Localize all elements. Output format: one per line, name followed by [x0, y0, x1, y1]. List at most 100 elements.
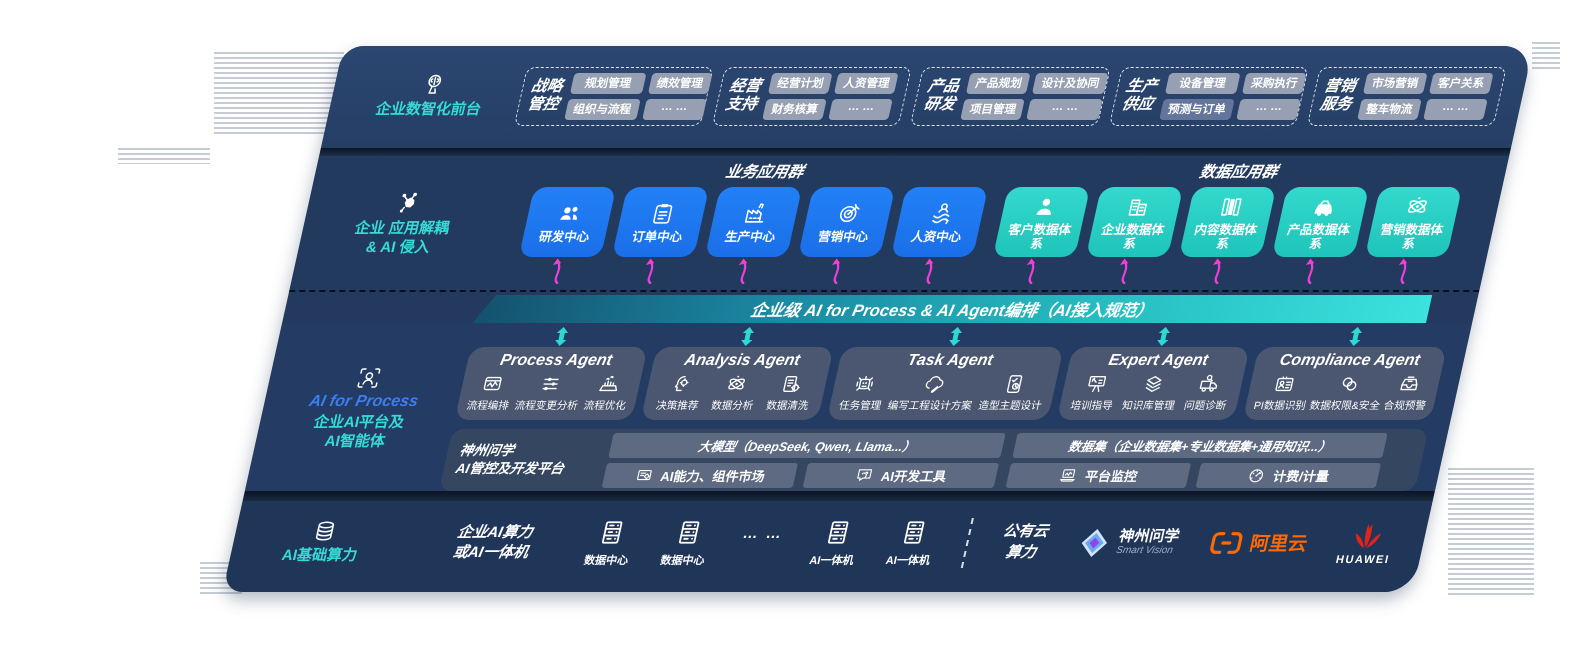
agent-card: Task Agent 任务管理 编写工程设计方案 造型主题设计	[826, 347, 1064, 420]
orchestration-bar: 企业级 AI for Process & AI Agent编排（AI接入规范）	[472, 295, 1432, 323]
platform-tool-label: 平台监控	[1083, 468, 1139, 484]
aliyun-logo	[1207, 527, 1246, 559]
front-group-chips: 经营计划 人资管理 财务核算… …	[762, 72, 899, 120]
gauge-icon	[1246, 466, 1268, 484]
doc-gear-icon	[779, 373, 806, 395]
app-box-label: 客户数据体系	[1007, 222, 1073, 251]
architecture-panel: 企业数智化前台 战略 管控 规划管理 绩效管理 组织与流程… … 经营 支持 经营计划 人资管理…	[222, 46, 1534, 592]
agent-item-label: 编写工程设计方案	[886, 400, 974, 412]
business-app-group: 业务应用群 研发中心 订单中心 生产中心 营销中心 人资中心	[511, 158, 994, 290]
front-group-title-line: 研发	[922, 96, 957, 113]
agent-layer-content: Process Agent 流程编排 流程变更分析 流程优化 Analysis Agen…	[438, 327, 1451, 491]
inbox-alert-icon	[1396, 373, 1423, 395]
agent-item-label: 流程编排	[465, 400, 511, 412]
front-chip: 规划管理	[570, 72, 647, 94]
compute-layer-band: AI基础算力 企业AI算力 或AI一体机 数据中心 数据中心 … … AI一体机 AI一…	[222, 501, 1433, 592]
dashed-separator	[288, 290, 1480, 292]
front-group-title-line: 生产	[1124, 78, 1160, 96]
compute-node-label: 数据中心	[582, 554, 630, 567]
agent-title: Analysis Agent	[682, 352, 802, 369]
flow-arrow-icon	[731, 258, 754, 284]
flow-arrow-icon	[1205, 258, 1228, 284]
data-group-title: 数据应用群	[1197, 164, 1280, 181]
dataset-tools: 平台监控 计费/计量	[1005, 462, 1382, 488]
agent-item-label: 合规预警	[1382, 400, 1428, 412]
double-arrow-icon	[738, 327, 757, 346]
front-chip: 采购执行	[1242, 72, 1307, 94]
orchestration-bar-label: 企业级 AI for Process & AI Agent编排（AI接入规范）	[748, 302, 1155, 320]
app-box: 营销数据体系	[1364, 187, 1463, 257]
server-icon	[595, 518, 630, 547]
agent-item-label: 任务管理	[837, 400, 883, 412]
front-layer-title: 企业数智化前台	[374, 101, 483, 119]
orchestration-bar-row: 企业级 AI for Process & AI Agent编排（AI接入规范）	[282, 295, 1478, 323]
front-group-chips: 市场营销 客户关系 整车物流… …	[1357, 72, 1494, 120]
front-chip: … …	[1236, 98, 1302, 120]
front-group-title-line: 管控	[525, 96, 561, 113]
server-icon	[896, 518, 931, 547]
flow-arrow-icon	[824, 258, 847, 284]
monitor-chart-icon	[1057, 466, 1079, 484]
flow-arrow-icon	[1112, 258, 1135, 284]
front-group-title: 生产 供应	[1120, 78, 1159, 114]
smartvision-logo-block: 神州问学 Smart Vision	[1074, 527, 1181, 559]
compute-node-label: AI一体机	[808, 554, 855, 567]
business-boxes: 研发中心 订单中心 生产中心 营销中心 人资中心	[513, 187, 989, 284]
person-scan-icon	[354, 366, 383, 390]
layers-icon	[1140, 373, 1167, 395]
app-box: 产品数据体系	[1271, 187, 1370, 257]
people-flow-icon	[926, 201, 957, 226]
platform-tool: AI开发工具	[802, 462, 1000, 488]
agent-item: 合规预警	[1382, 373, 1433, 413]
flow-arrow-icon	[638, 258, 661, 284]
flow-arrow-icon	[1391, 258, 1414, 284]
app-box: 内容数据体系	[1178, 187, 1277, 257]
model-tools: AI能力、组件市场 AI开发工具	[601, 462, 1000, 488]
agent-item-label: 造型主题设计	[977, 400, 1043, 412]
building-icon	[1123, 194, 1154, 219]
agent-card-wrap: Task Agent 任务管理 编写工程设计方案 造型主题设计	[826, 327, 1069, 420]
agent-layer-title-line: 企业AI平台及	[312, 414, 406, 432]
app-box: 客户数据体系	[992, 187, 1091, 257]
agent-item: 知识库管理	[1120, 373, 1181, 413]
platform-tool: AI能力、组件市场	[601, 462, 799, 488]
layer-edge	[242, 491, 1435, 501]
vendor-text: 神州问学 Smart Vision	[1115, 528, 1181, 557]
factory-icon	[740, 201, 771, 226]
front-chip: 组织与流程	[564, 98, 641, 120]
front-group-chips: 产品规划 设计及协同 项目管理… …	[960, 72, 1109, 120]
front-group-title: 战略 管控	[525, 78, 565, 114]
app-box-label: 企业数据体系	[1100, 222, 1166, 251]
agent-layer-title-en: AI for Process	[307, 393, 420, 411]
agent-items: 流程编排 流程变更分析 流程优化	[464, 373, 634, 413]
flow-arrow-icon	[1019, 258, 1042, 284]
server-icon	[671, 518, 706, 547]
agent-item-label: 培训指导	[1069, 400, 1114, 412]
platform-label-line: 神州问学	[458, 443, 516, 459]
platform-tool: 平台监控	[1005, 462, 1192, 488]
app-box-label: 产品数据体系	[1286, 222, 1352, 251]
app-box: 营销中心	[797, 187, 896, 257]
flow-arrow-icon	[545, 258, 568, 284]
front-chip: 经营计划	[768, 72, 833, 94]
agent-items: 培训指导 知识库管理 问题诊断	[1066, 373, 1236, 413]
public-cloud-line: 算力	[1004, 543, 1038, 561]
agent-layer-band: AI for Process 企业AI平台及 AI智能体 Process Age…	[244, 323, 1473, 491]
front-group-chips: 设备管理 采购执行 预测与订单… …	[1158, 72, 1307, 120]
atom-icon	[724, 373, 751, 395]
smartvision-logo	[1074, 527, 1113, 559]
agent-card: Compliance Agent PI数据识别 数据权限&安全 合规预警	[1242, 347, 1447, 420]
platform-tool-label: AI开发工具	[879, 468, 948, 484]
front-group: 产品 研发 产品规划 设计及协同 项目管理… …	[910, 66, 1111, 126]
agent-item: 流程编排	[465, 373, 516, 413]
app-layer-label: 企业 应用解耦 & AI 侵入	[299, 158, 506, 290]
database-icon	[310, 519, 339, 543]
scan-artifact-stripes	[1448, 468, 1534, 596]
front-group-title-line: 供应	[1120, 96, 1156, 113]
server-icon	[820, 518, 855, 547]
app-box-wrap: 订单中心	[606, 187, 710, 284]
tablet-check-icon	[1001, 373, 1028, 395]
compute-layer-label: AI基础算力	[242, 519, 402, 566]
front-group-title: 营销 服务	[1318, 78, 1357, 114]
front-chip: 市场营销	[1362, 72, 1428, 94]
